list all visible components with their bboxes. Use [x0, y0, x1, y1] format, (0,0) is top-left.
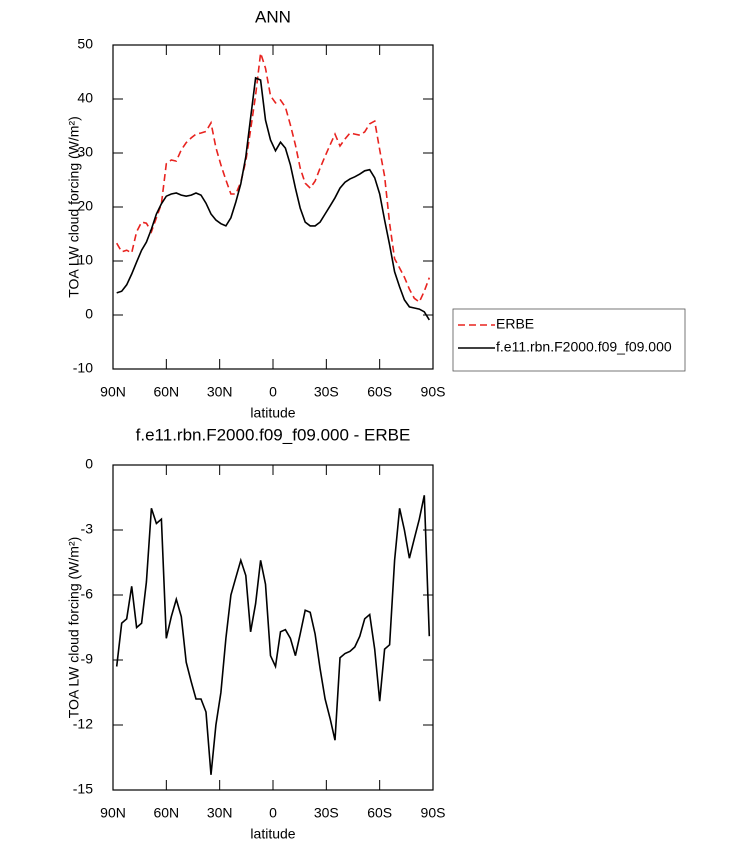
x-tick-label: 90N — [100, 805, 126, 821]
x-axis-label: latitude — [250, 405, 295, 421]
x-tick-label: 0 — [269, 384, 277, 400]
y-tick-label: -12 — [73, 716, 93, 732]
y-axis-label: TOA LW cloud forcing (W/m²) — [66, 116, 82, 298]
y-tick-label: -15 — [73, 781, 93, 797]
series-line — [116, 52, 431, 304]
x-tick-label: 30N — [207, 805, 233, 821]
x-tick-label: 90S — [421, 384, 446, 400]
y-tick-label: 0 — [85, 306, 93, 322]
legend-label: f.e11.rbn.F2000.f09_f09.000 — [496, 339, 672, 355]
x-tick-label: 30S — [314, 384, 339, 400]
y-tick-label: -9 — [81, 651, 94, 667]
x-tick-label: 60S — [367, 384, 392, 400]
legend-label: ERBE — [496, 316, 534, 332]
plot-frame — [112, 44, 434, 370]
y-tick-label: 50 — [77, 36, 93, 52]
y-tick-label: -6 — [81, 586, 94, 602]
y-tick-label: 0 — [85, 456, 93, 472]
series-line — [116, 76, 430, 321]
y-tick-label: 40 — [77, 90, 93, 106]
x-tick-label: 60N — [153, 805, 179, 821]
y-tick-label: 10 — [77, 252, 93, 268]
chart-title: ANN — [255, 7, 291, 26]
x-tick-label: 30S — [314, 805, 339, 821]
plot-frame — [112, 464, 434, 791]
chart-title: f.e11.rbn.F2000.f09_f09.000 - ERBE — [136, 425, 411, 444]
series-line — [115, 495, 431, 775]
x-tick-label: 0 — [269, 805, 277, 821]
x-tick-label: 90S — [421, 805, 446, 821]
y-tick-label: -10 — [73, 360, 93, 376]
x-tick-label: 90N — [100, 384, 126, 400]
legend-box — [452, 308, 686, 372]
x-axis-label: latitude — [250, 826, 295, 842]
y-axis-label: TOA LW cloud forcing (W/m²) — [66, 537, 82, 719]
y-tick-label: -3 — [81, 521, 94, 537]
x-tick-label: 60N — [153, 384, 179, 400]
y-tick-label: 20 — [77, 198, 93, 214]
y-tick-label: 30 — [77, 144, 93, 160]
x-tick-label: 60S — [367, 805, 392, 821]
x-tick-label: 30N — [207, 384, 233, 400]
